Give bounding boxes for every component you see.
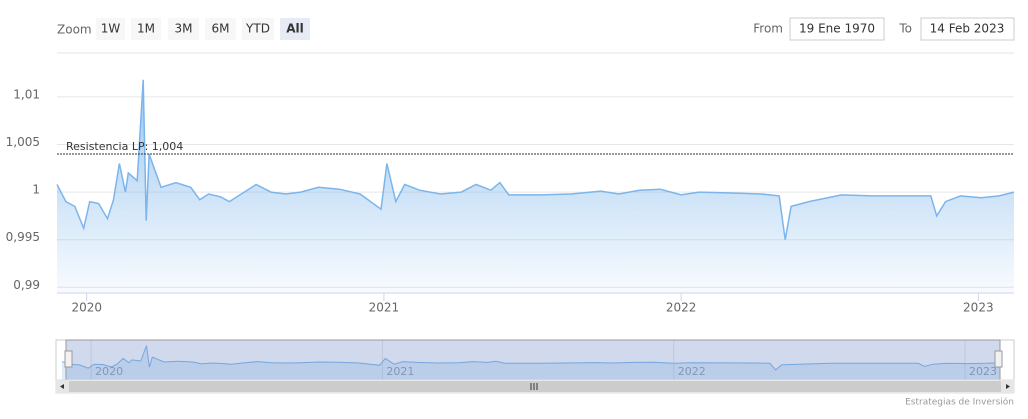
range-button-label[interactable]: 1M bbox=[137, 22, 155, 36]
y-tick-label: 1,01 bbox=[13, 87, 40, 101]
x-tick-label: 2021 bbox=[369, 301, 400, 315]
range-button-bg[interactable] bbox=[205, 18, 236, 40]
range-button-bg[interactable] bbox=[168, 18, 199, 40]
navigator-selection[interactable] bbox=[65, 339, 1001, 381]
range-button[interactable]: 3M bbox=[168, 18, 199, 40]
from-value[interactable]: 19 Ene 1970 bbox=[799, 22, 875, 36]
x-tick-label: 2022 bbox=[666, 301, 697, 315]
range-button-label[interactable]: 6M bbox=[212, 22, 230, 36]
credit: Estrategias de Inversión bbox=[905, 397, 1014, 408]
range-button-bg[interactable] bbox=[280, 18, 310, 40]
from-input[interactable] bbox=[789, 17, 885, 41]
series-line bbox=[56, 79, 1015, 240]
from-label: From bbox=[753, 22, 783, 36]
series-area bbox=[57, 79, 1014, 293]
x-tick-label: 2023 bbox=[963, 301, 994, 315]
y-tick-label: 0,99 bbox=[13, 278, 40, 292]
resistance-label: Resistencia LP: 1,004 bbox=[66, 140, 183, 153]
to-value[interactable]: 14 Feb 2023 bbox=[930, 22, 1005, 36]
zoom-label: Zoom bbox=[57, 23, 92, 37]
scrollbar-thumb[interactable] bbox=[69, 381, 1001, 392]
range-button-bg[interactable] bbox=[242, 18, 274, 40]
range-button[interactable]: 1W bbox=[96, 18, 125, 40]
x-tick-label: 2020 bbox=[71, 301, 102, 315]
scrollbar-grip bbox=[530, 383, 538, 390]
y-tick-label: 0,995 bbox=[6, 230, 40, 244]
navigator-x-label: 2023 bbox=[969, 365, 997, 378]
y-tick-label: 1,005 bbox=[6, 135, 40, 149]
navigator-x-label: 2022 bbox=[678, 365, 706, 378]
range-button-bg[interactable] bbox=[131, 18, 161, 40]
range-button-bg[interactable] bbox=[96, 18, 125, 40]
range-button[interactable]: YTD bbox=[242, 18, 274, 40]
navigator-line bbox=[61, 345, 1001, 371]
navigator-x-label: 2020 bbox=[95, 365, 123, 378]
range-button-label[interactable]: 3M bbox=[175, 22, 193, 36]
range-button[interactable]: All bbox=[280, 18, 310, 40]
range-button[interactable]: 6M bbox=[205, 18, 236, 40]
to-input[interactable] bbox=[920, 17, 1015, 41]
navigator-x-label: 2021 bbox=[386, 365, 414, 378]
range-button-label[interactable]: 1W bbox=[101, 22, 121, 36]
range-button-label[interactable]: All bbox=[286, 22, 304, 36]
navigator-handle-left[interactable] bbox=[64, 350, 73, 368]
range-button-label[interactable]: YTD bbox=[245, 22, 270, 36]
to-label: To bbox=[898, 22, 912, 36]
y-tick-label: 1 bbox=[32, 183, 40, 197]
range-button[interactable]: 1M bbox=[131, 18, 161, 40]
navigator-handle-right[interactable] bbox=[994, 350, 1003, 368]
navigator-area bbox=[62, 345, 1000, 380]
